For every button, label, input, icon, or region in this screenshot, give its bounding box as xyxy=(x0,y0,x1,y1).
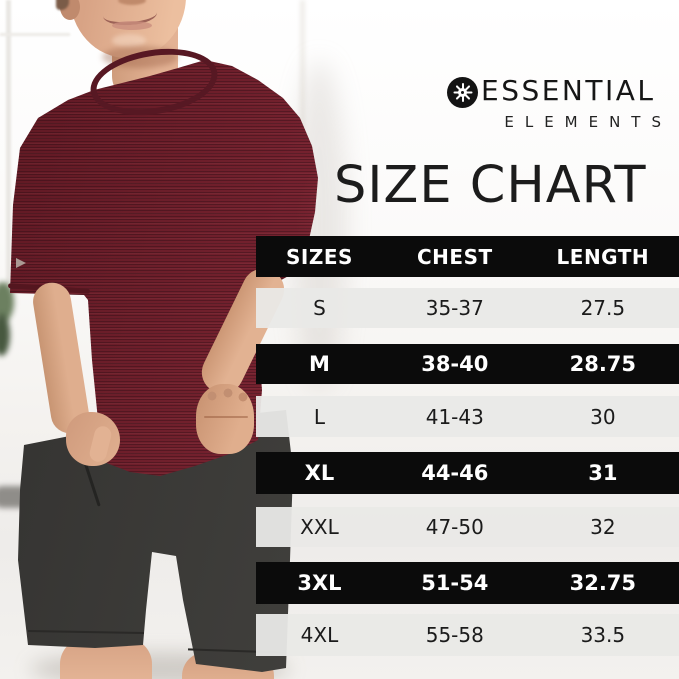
size-cell: XXL xyxy=(300,515,339,539)
chest-cell: 47-50 xyxy=(425,515,484,539)
column-header-chest: CHEST xyxy=(416,244,493,269)
model-right-fist xyxy=(196,384,254,454)
length-cell: 33.5 xyxy=(580,623,626,647)
medallion-center-dot xyxy=(461,91,464,94)
chest-cell: 55-58 xyxy=(425,623,484,647)
model-hair xyxy=(56,0,69,10)
table-row-xl: XL 44-46 31 xyxy=(256,452,679,494)
size-cell: M xyxy=(308,352,330,376)
length-cell: 27.5 xyxy=(580,296,626,320)
column-header-length: LENGTH xyxy=(556,244,650,269)
brand-tagline: ELEMENTS xyxy=(504,113,672,131)
brand-name: ESSENTIAL xyxy=(481,74,656,107)
page-title: SIZE CHART xyxy=(334,156,647,215)
table-row-3xl: 3XL 51-54 32.75 xyxy=(256,562,679,604)
chest-cell: 38-40 xyxy=(421,352,489,376)
brand-medallion-icon xyxy=(447,77,478,108)
length-cell: 32 xyxy=(590,515,616,539)
length-cell: 31 xyxy=(588,461,618,485)
window-sill-line xyxy=(0,33,70,36)
size-cell: S xyxy=(313,296,326,320)
size-chart-header-row: SIZES CHEST LENGTH xyxy=(256,236,679,277)
model-chin-highlight xyxy=(112,34,146,47)
size-cell: 4XL xyxy=(300,623,339,647)
chest-cell: 44-46 xyxy=(421,461,489,485)
sleeve-logo-icon xyxy=(16,258,26,268)
model-jaw-shadow xyxy=(102,46,178,68)
model-lip xyxy=(112,21,152,30)
model-nose-shadow xyxy=(118,0,146,5)
window-frame-line xyxy=(300,0,305,130)
column-header-sizes: SIZES xyxy=(285,244,353,269)
length-cell: 32.75 xyxy=(569,571,637,595)
chest-cell: 41-43 xyxy=(425,404,484,429)
size-cell: L xyxy=(313,404,326,429)
table-row-l: L 41-43 30 xyxy=(256,396,679,437)
chest-cell: 51-54 xyxy=(421,571,489,595)
window-frame-line xyxy=(6,0,11,310)
size-cell: 3XL xyxy=(297,571,342,595)
plant-blur xyxy=(0,314,10,356)
model-fist-finger-line xyxy=(204,416,248,418)
length-cell: 28.75 xyxy=(569,352,637,376)
length-cell: 30 xyxy=(590,404,616,429)
chest-cell: 35-37 xyxy=(425,296,484,320)
table-row-4xl: 4XL 55-58 33.5 xyxy=(256,614,679,656)
table-row-xxl: XXL 47-50 32 xyxy=(256,507,679,547)
table-row-s: S 35-37 27.5 xyxy=(256,288,679,328)
table-row-m: M 38-40 28.75 xyxy=(256,344,679,384)
size-cell: XL xyxy=(304,461,335,485)
